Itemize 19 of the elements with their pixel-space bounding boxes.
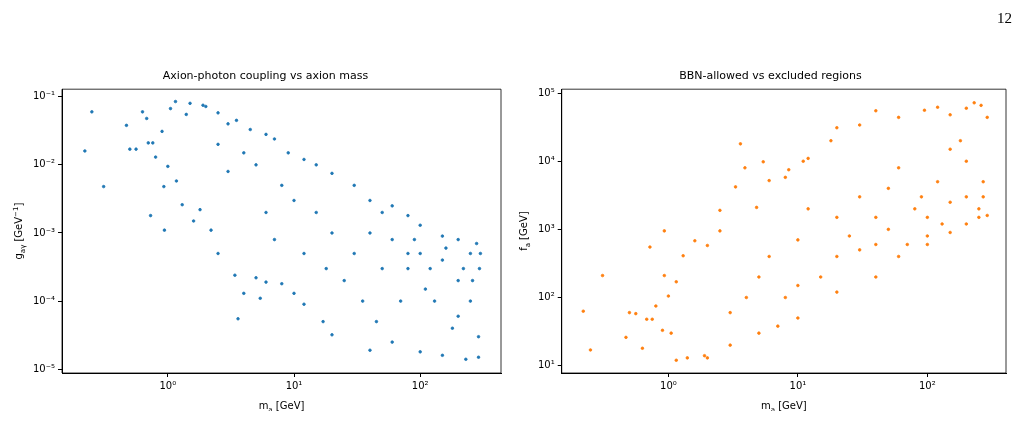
x-tick-label: 10² bbox=[411, 379, 429, 391]
x-tick-label: 10⁰ bbox=[159, 379, 177, 391]
y-tick-label: 10⁻⁵ bbox=[33, 362, 56, 374]
y-tick-label: 10⁻² bbox=[33, 158, 56, 170]
x-tick-label: 10¹ bbox=[789, 379, 807, 391]
y-tick-label: 10² bbox=[538, 291, 555, 303]
y-tick-label: 10¹ bbox=[538, 359, 555, 371]
chart-title: BBN-allowed vs excluded regions bbox=[679, 69, 863, 83]
text: 12 bbox=[997, 10, 1012, 27]
chart-title: Axion-photon coupling vs axion mass bbox=[162, 69, 369, 83]
y-tick-label: 10³ bbox=[538, 222, 555, 234]
x-tick-label: 10¹ bbox=[285, 379, 303, 391]
x-tick-label: 10² bbox=[918, 379, 936, 391]
x-tick-label: 10⁰ bbox=[660, 379, 677, 391]
y-tick-label: 10⁴ bbox=[538, 154, 555, 166]
y-tick-label: 10⁵ bbox=[538, 86, 555, 98]
y-tick-label: 10⁻³ bbox=[33, 226, 56, 238]
y-tick-label: 10⁻⁴ bbox=[33, 294, 56, 306]
y-tick-label: 10⁻¹ bbox=[33, 90, 56, 102]
